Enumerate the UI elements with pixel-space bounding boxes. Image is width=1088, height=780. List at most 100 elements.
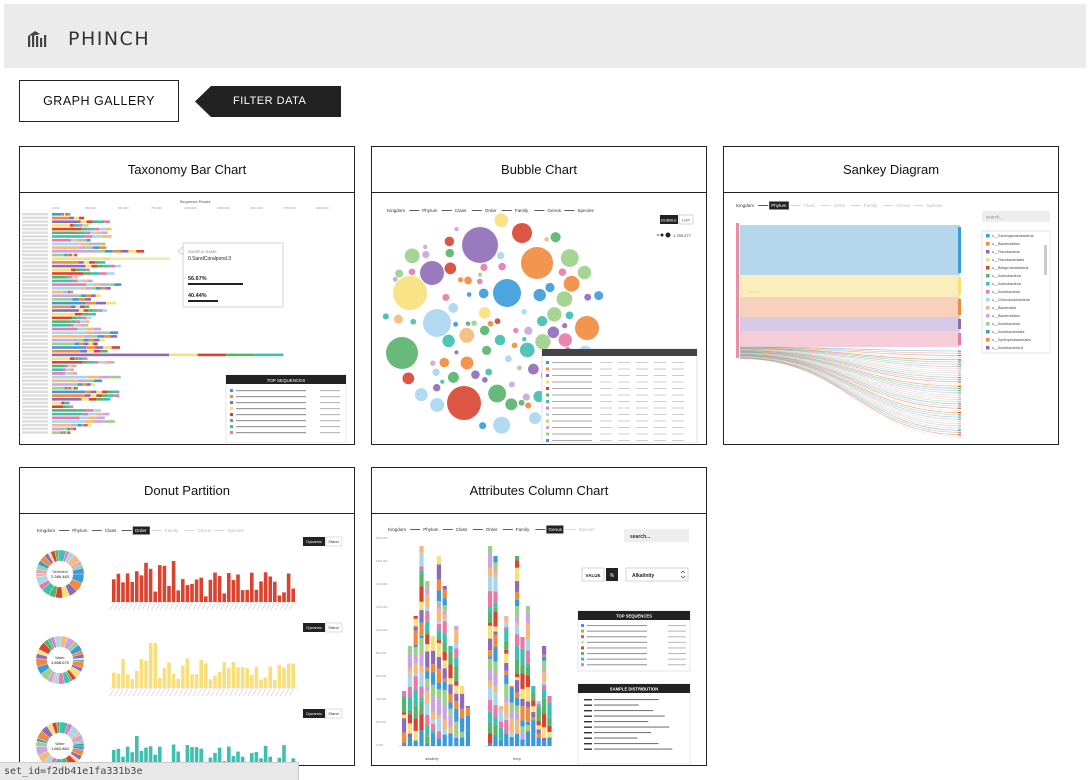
svg-text:1000,000: 1000,000 <box>376 628 388 632</box>
svg-text:1400,000: 1400,000 <box>376 582 388 586</box>
attr-top-seq-title: TOP SEQUENCES <box>616 614 652 619</box>
level-class: Class <box>105 528 117 533</box>
donut-center-value: 2,366,463 <box>51 574 70 579</box>
level-family: Family <box>165 528 179 533</box>
bubble-thumbnail: Kingdom Phylum Class Order Family Genus Specie… <box>372 193 705 443</box>
svg-text:200,000: 200,000 <box>376 720 387 724</box>
svg-text:250,000: 250,000 <box>85 206 96 210</box>
sankey-search: search... <box>986 215 1003 220</box>
card-donut-partition[interactable]: Donut Partition Kingdom Phylum Class Order F… <box>19 467 355 766</box>
sankey-legend-item: o__Flavobacteriales <box>992 258 1024 262</box>
toggle-list: LIST <box>682 218 691 223</box>
svg-text:800,000: 800,000 <box>376 651 387 655</box>
level-class: Class <box>456 527 468 532</box>
sankey-legend-item: o__Bacteroidetes <box>992 242 1020 246</box>
tooltip-sample: 0.SandCoralpond.3 <box>188 256 231 262</box>
level-phylum: Phylum <box>422 208 437 213</box>
level-order: Order <box>486 527 498 532</box>
sankey-legend: c__Gammaproteobacteria o__Bacteroidetes o_… <box>981 230 1051 354</box>
level-kingdom: Kingdom <box>387 208 405 213</box>
sankey-legend-item: o__Acidobacteria-6 <box>992 346 1023 350</box>
filter-data-button[interactable]: FILTER DATA <box>195 86 341 117</box>
sankey-legend-item: o__Bacteroidales <box>992 314 1020 318</box>
app-header: PHINCH <box>4 4 1086 68</box>
svg-text:1800,000: 1800,000 <box>376 536 388 540</box>
level-class: Class <box>455 208 467 213</box>
level-genus: Genus <box>548 527 562 532</box>
sankey-legend-item: o__Acidobacteria <box>992 290 1020 294</box>
card-title: Bubble Chart <box>372 147 706 193</box>
tooltip-pct-2: 40.44% <box>188 293 207 299</box>
sankey-legend-item: o__Acidobacteriales <box>992 330 1025 334</box>
donut-center-name: Water <box>55 656 65 660</box>
level-species: Species <box>577 208 594 213</box>
taxonomy-thumbnail: Sequence Reads 0,000 250,000 500,000 750,00… <box>20 193 353 443</box>
attributes-thumbnail: Kingdom Phylum Class Order Family Genus Specie… <box>372 514 705 764</box>
svg-text:1750,000: 1750,000 <box>283 206 296 210</box>
level-species: Species <box>227 528 244 533</box>
level-family: Family <box>864 203 878 208</box>
toggle-stand: Stand. <box>328 539 340 544</box>
svg-text:0,000: 0,000 <box>376 743 383 747</box>
svg-text:1000,000: 1000,000 <box>184 206 197 210</box>
svg-text:SAMPLE NAME: SAMPLE NAME <box>188 249 217 254</box>
level-species: Species <box>578 527 595 532</box>
svg-text:1500,000: 1500,000 <box>250 206 263 210</box>
card-bubble-chart[interactable]: Bubble Chart Kingdom Phylum Class Order Fami… <box>371 146 707 445</box>
level-family: Family <box>516 527 530 532</box>
attr-xlabel-left: alkalinity <box>425 757 439 761</box>
toggle-stand: Stand. <box>328 711 340 716</box>
level-phylum: Phylum <box>771 203 786 208</box>
sankey-legend-item: o__Actinobacteria <box>992 274 1021 278</box>
donut-thumbnail: Kingdom Phylum Class Order Family Genus Specie… <box>20 514 353 764</box>
level-kingdom: Kingdom <box>736 203 754 208</box>
browser-status-bar: set_id=f2db41e1fa331b3e <box>0 762 299 780</box>
card-attributes-column-chart[interactable]: Attributes Column Chart Kingdom Phylum Cla… <box>371 467 707 766</box>
attr-xlabel-right: temp <box>513 757 521 761</box>
attr-search: search... <box>630 534 651 540</box>
filter-data-label: FILTER DATA <box>233 95 307 107</box>
sample-dist-title: SAMPLE DISTRIBUTION <box>610 687 658 692</box>
top-sequences-panel: TOP SEQUENCES <box>225 374 347 443</box>
card-taxonomy-bar-chart[interactable]: Taxonomy Bar Chart Sequence Reads 0,000 2… <box>19 146 355 445</box>
level-class: Class <box>804 203 816 208</box>
level-kingdom: Kingdom <box>388 527 406 532</box>
svg-text:1250,000: 1250,000 <box>217 206 230 210</box>
svg-text:400,000: 400,000 <box>376 697 387 701</box>
level-family: Family <box>515 208 529 213</box>
card-sankey-diagram[interactable]: Sankey Diagram Kingdom Phylum Class Order Fa… <box>723 146 1059 445</box>
bubble-list-panel <box>541 348 698 443</box>
level-kingdom: Kingdom <box>37 528 55 533</box>
level-phylum: Phylum <box>72 528 87 533</box>
svg-text:1600,000: 1600,000 <box>376 559 388 563</box>
card-title: Donut Partition <box>20 468 354 514</box>
phinch-logo[interactable]: PHINCH <box>26 28 150 50</box>
logo-text: PHINCH <box>68 28 151 50</box>
card-title: Sankey Diagram <box>724 147 1058 193</box>
top-sequences-title: TOP SEQUENCES <box>267 378 306 383</box>
donut-center-value: 4,858,675 <box>51 660 70 665</box>
sankey-legend-item: o__Bacteroidia <box>992 306 1016 310</box>
level-genus: Genus <box>896 203 910 208</box>
sankey-thumbnail: Kingdom Phylum Class Order Family Genus Specie… <box>724 193 1057 443</box>
svg-text:0,000: 0,000 <box>52 206 60 210</box>
graph-gallery-button[interactable]: GRAPH GALLERY <box>19 80 179 122</box>
level-phylum: Phylum <box>423 527 438 532</box>
attr-sample-distribution: SAMPLE DISTRIBUTION <box>577 683 691 764</box>
thumb-chart-title: Sequence Reads <box>180 199 211 204</box>
tooltip-box: SAMPLE NAME 0.SandCoralpond.3 56.67% 40.… <box>177 242 284 308</box>
bubble-count: 1,789,277 <box>673 233 692 238</box>
sankey-legend-item: c__Gammaproteobacteria <box>992 234 1034 238</box>
filter-arrow-shape <box>195 86 341 117</box>
toggle-bubble: BUBBLE <box>661 218 677 223</box>
level-order: Order <box>485 208 497 213</box>
value-toggle: VALUE <box>586 573 601 578</box>
attr-top-sequences: TOP SEQUENCES <box>577 610 691 672</box>
sankey-legend-item: o__Acidobacteria <box>992 322 1020 326</box>
sankey-legend-item: c__Chloroacidobacteria <box>992 298 1030 302</box>
level-genus: Genus <box>197 528 211 533</box>
donut-center-name: Sediment <box>52 570 67 574</box>
svg-text:1200,000: 1200,000 <box>376 605 388 609</box>
svg-text:2000,000: 2000,000 <box>316 206 329 210</box>
toggle-stand: Stand. <box>328 625 340 630</box>
